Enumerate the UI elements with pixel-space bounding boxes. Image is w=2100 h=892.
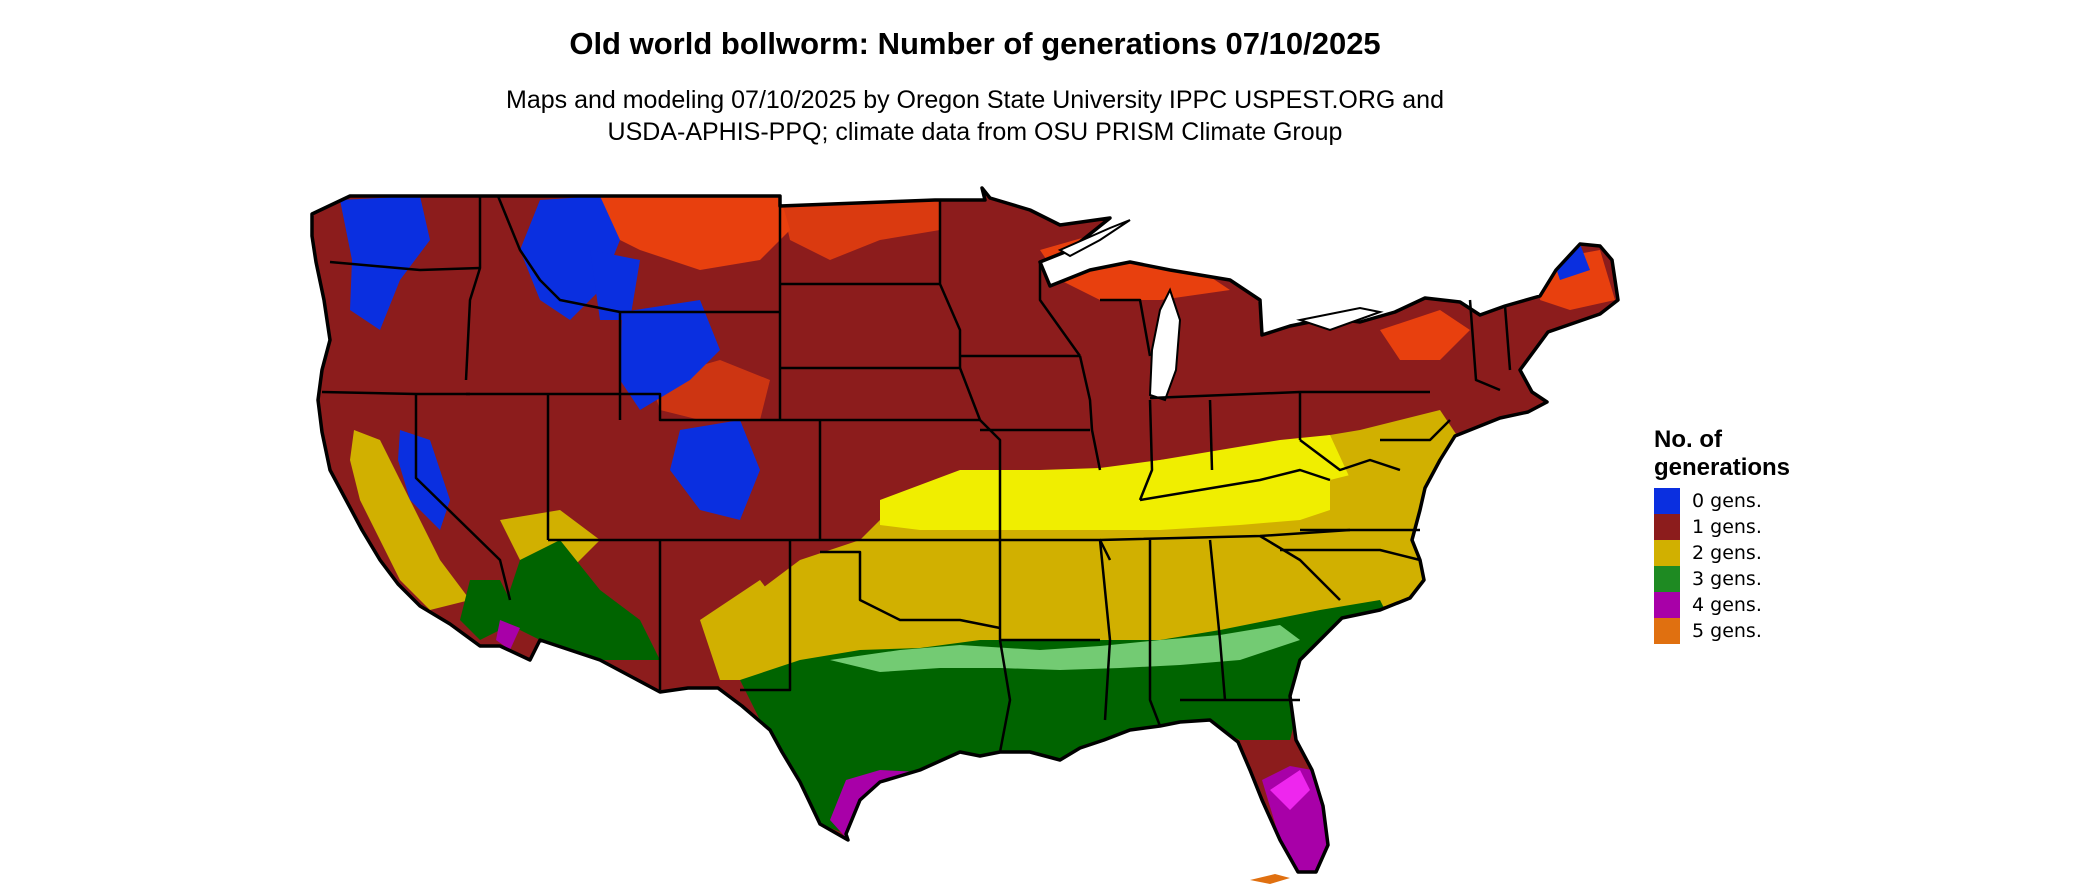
zone-0-gens-sierra xyxy=(398,430,450,530)
legend-item-5-gens: 5 gens. xyxy=(1654,618,1790,644)
zone-5-gens-keys xyxy=(1250,874,1290,884)
zone-1-gens-bright-dakota xyxy=(780,196,940,260)
legend-label: 4 gens. xyxy=(1692,594,1762,616)
zone-3-gens-arizona xyxy=(500,540,660,660)
lake-superior xyxy=(1057,219,1131,258)
legend-item-0-gens: 0 gens. xyxy=(1654,488,1790,514)
zone-2-gens-mid-atlantic xyxy=(1330,460,1440,550)
legend-swatch xyxy=(1654,618,1680,644)
map-subtitle: Maps and modeling 07/10/2025 by Oregon S… xyxy=(0,84,1950,148)
zone-2-gens-california xyxy=(350,430,470,610)
legend-title-line-1: No. of xyxy=(1654,426,1722,453)
legend-item-1-gens: 1 gens. xyxy=(1654,514,1790,540)
zone-0-gens-montana xyxy=(590,250,640,320)
us-outline xyxy=(310,186,1620,874)
zone-1-gens-bright-ny xyxy=(1380,310,1470,360)
legend-label: 2 gens. xyxy=(1692,542,1762,564)
map-title: Old world bollworm: Number of generation… xyxy=(569,26,1381,61)
legend-label: 1 gens. xyxy=(1692,516,1762,538)
legend-swatch xyxy=(1654,592,1680,618)
legend-swatch xyxy=(1654,566,1680,592)
legend-label: 0 gens. xyxy=(1692,490,1762,512)
generation-zones xyxy=(312,188,1618,872)
zone-4-gens-florida-bright xyxy=(1270,770,1310,810)
lake-erie xyxy=(1296,306,1384,332)
legend-swatch xyxy=(1654,514,1680,540)
legend-item-3-gens: 3 gens. xyxy=(1654,566,1790,592)
legend-swatch xyxy=(1654,488,1680,514)
subtitle-line-2: USDA-APHIS-PPQ; climate data from OSU PR… xyxy=(607,118,1343,146)
legend: No. of generations 0 gens. 1 gens. 2 gens.… xyxy=(1654,426,1790,644)
legend-title: No. of generations xyxy=(1654,426,1790,482)
legend-swatch xyxy=(1654,540,1680,566)
zone-1-gens-bright-north xyxy=(590,196,790,270)
zone-0-gens-wyoming xyxy=(620,300,720,410)
zone-2-gens-newmexico xyxy=(700,580,790,680)
zone-4-gens-arizona xyxy=(496,620,520,650)
zone-0-gens-colorado xyxy=(670,420,760,520)
zone-0-gens-cascades xyxy=(340,196,430,330)
legend-label: 3 gens. xyxy=(1692,568,1762,590)
zone-3-gens-light xyxy=(830,625,1300,672)
legend-title-line-2: generations xyxy=(1654,454,1791,481)
legend-item-2-gens: 2 gens. xyxy=(1654,540,1790,566)
zone-0-gens-idaho xyxy=(520,196,620,320)
state-boundaries xyxy=(321,195,1512,753)
subtitle-line-1: Maps and modeling 07/10/2025 by Oregon S… xyxy=(506,86,1444,114)
legend-label: 5 gens. xyxy=(1692,620,1762,642)
legend-item-4-gens: 4 gens. xyxy=(1654,592,1790,618)
